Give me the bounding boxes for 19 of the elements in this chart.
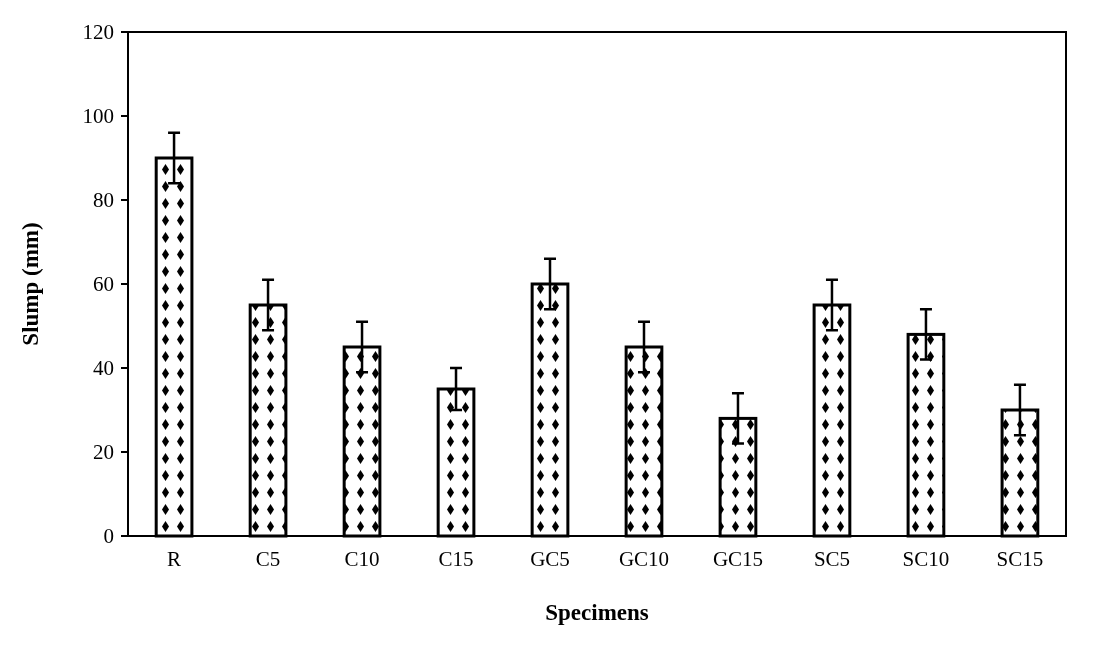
- x-tick-label: GC5: [530, 547, 570, 571]
- y-tick-label: 60: [93, 272, 114, 297]
- x-tick-label: SC5: [813, 547, 851, 571]
- y-tick-label: 80: [93, 188, 114, 213]
- y-tick-label: 0: [103, 524, 114, 549]
- x-tick-label: SC15: [996, 547, 1044, 571]
- x-tick-label: C5: [255, 547, 281, 571]
- x-tick-label: SC10: [902, 547, 950, 571]
- x-tick-label: C10: [344, 547, 380, 571]
- y-axis-title: Slump (mm): [18, 222, 43, 346]
- x-tick-label: GC10: [618, 547, 670, 571]
- y-tick-label: 100: [82, 104, 114, 129]
- y-tick-label: 40: [93, 356, 114, 381]
- x-tick-label: GC15: [712, 547, 764, 571]
- x-tick-label: R: [167, 547, 182, 571]
- x-axis-title: Specimens: [545, 600, 649, 625]
- y-tick-label: 120: [82, 20, 114, 45]
- y-tick-label: 20: [93, 440, 114, 465]
- x-tick-label: C15: [438, 547, 474, 571]
